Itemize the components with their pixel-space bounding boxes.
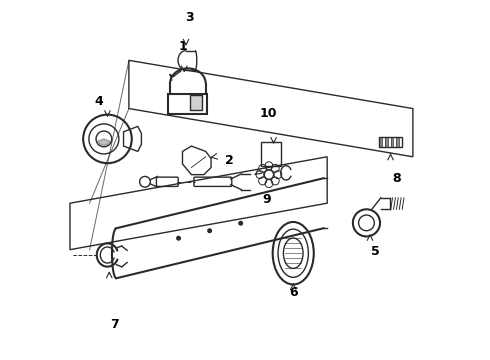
Bar [382, 138, 385, 148]
Wedge shape [98, 139, 110, 145]
Bar [393, 138, 396, 148]
Text: 6: 6 [289, 286, 297, 299]
Text: 7: 7 [110, 318, 119, 331]
Circle shape [177, 237, 180, 240]
Bar [388, 138, 391, 148]
Text: 1: 1 [178, 40, 187, 53]
Circle shape [239, 221, 243, 225]
Text: 5: 5 [371, 245, 380, 258]
Bar [190, 95, 202, 111]
Bar [385, 138, 388, 148]
Bar [396, 138, 399, 148]
Bar [261, 143, 281, 166]
Bar [379, 138, 382, 148]
Text: 8: 8 [392, 172, 401, 185]
Bar [379, 138, 402, 148]
Circle shape [208, 229, 211, 233]
Text: 10: 10 [260, 107, 277, 120]
Text: 9: 9 [262, 193, 271, 206]
Text: 2: 2 [224, 154, 233, 167]
Text: 3: 3 [185, 11, 194, 24]
Text: 4: 4 [94, 95, 103, 108]
Bar [168, 94, 207, 114]
Bar [391, 138, 393, 148]
Bar [399, 138, 402, 148]
